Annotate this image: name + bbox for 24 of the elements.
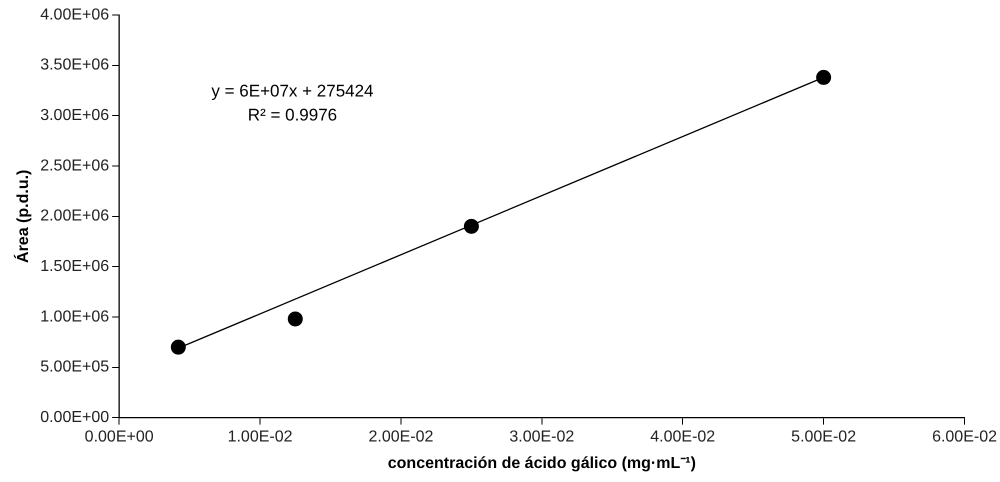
y-tick-label: 0.00E+00 bbox=[40, 409, 110, 426]
point bbox=[288, 311, 303, 326]
annotation: y = 6E+07x + 275424 bbox=[211, 82, 374, 101]
point bbox=[816, 70, 832, 85]
y-tick-label: 1.50E+06 bbox=[40, 258, 110, 276]
x-tick-label: 1.00E-02 bbox=[228, 428, 293, 446]
x-tick-label: 5.00E-02 bbox=[791, 428, 856, 446]
x-tick-label: 4.00E-02 bbox=[650, 428, 716, 446]
x-axis-title: concentración de ácido gálico (mg·mL⁻¹) bbox=[388, 454, 696, 472]
point bbox=[170, 340, 186, 355]
y-tick-label: 2.50E+06 bbox=[40, 157, 110, 174]
y-tick-label: 4.00E+06 bbox=[40, 6, 110, 24]
y-tick-label: 5.00E+05 bbox=[40, 358, 110, 376]
point bbox=[464, 218, 479, 234]
annotation: R² = 0.9976 bbox=[248, 106, 338, 125]
x-tick-label: 0.00E+00 bbox=[84, 428, 154, 446]
x-tick-label: 6.00E-02 bbox=[932, 428, 998, 446]
y-tick-label: 3.50E+06 bbox=[40, 56, 110, 74]
y-tick-label: 1.00E+06 bbox=[40, 308, 110, 326]
y-axis-title: Área (p.d.u.) bbox=[13, 170, 32, 263]
x-tick-label: 2.00E-02 bbox=[368, 428, 434, 446]
y-tick-label: 3.00E+06 bbox=[40, 107, 110, 124]
y-tick-label: 2.00E+06 bbox=[40, 208, 110, 225]
x-tick-label: 3.00E-02 bbox=[509, 428, 574, 446]
